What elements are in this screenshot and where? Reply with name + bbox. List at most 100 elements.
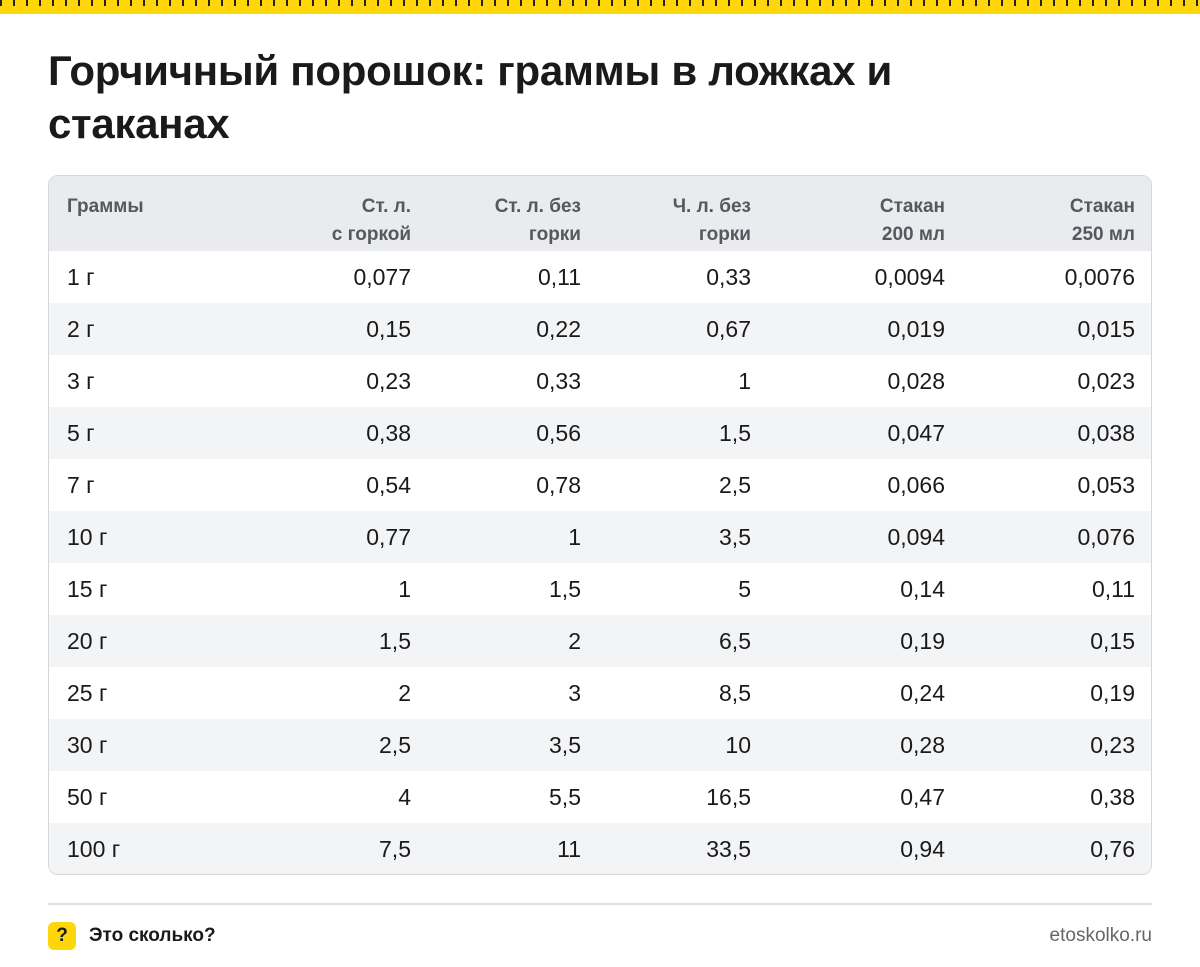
table-row: 15 г 1 1,5 5 0,14 0,11: [49, 563, 1151, 615]
row-grams-cell: 1 г: [67, 263, 95, 290]
table-cell: 0,11: [1091, 575, 1135, 602]
table-cell: 1,5: [719, 419, 751, 446]
table-cell: 0,23: [1090, 731, 1135, 758]
row-grams-cell: 100 г: [67, 835, 121, 862]
table-cell: 0,67: [706, 315, 751, 342]
table-cell: 4: [398, 783, 411, 810]
table-cell: 0,33: [706, 263, 751, 290]
table-cell: 0,47: [900, 783, 945, 810]
table-cell: 16,5: [706, 783, 751, 810]
row-grams-cell: 3 г: [67, 367, 95, 394]
header-tablespoon-heaped: Ст. л. с горкой: [331, 196, 411, 245]
table-row: 30 г 2,5 3,5 10 0,28 0,23: [49, 719, 1151, 771]
table-row: 3 г 0,23 0,33 1 0,028 0,023: [49, 355, 1151, 407]
site-url: etoskolko.ru: [1049, 925, 1152, 946]
table-row: 5 г 0,38 0,56 1,5 0,047 0,038: [49, 407, 1151, 459]
table-cell: 0,0076: [1064, 263, 1135, 290]
table-cell: 0,15: [366, 315, 411, 342]
table-cell: 11: [557, 835, 581, 862]
row-grams-cell: 7 г: [67, 471, 95, 498]
table-cell: 3,5: [719, 523, 751, 550]
table-cell: 0,019: [887, 315, 945, 342]
table-cell: 0,76: [1090, 835, 1135, 862]
table-cell: 0,19: [900, 627, 945, 654]
header-grams: Граммы: [67, 196, 144, 217]
conversion-table-card: Граммы Ст. л. с горкой Ст. л. без горки …: [48, 175, 1152, 875]
page-title: Горчичный порошок: граммы в ложках и ста…: [48, 47, 893, 147]
table-cell: 1: [398, 575, 411, 602]
table-cell: 0,077: [353, 263, 411, 290]
table-row: 20 г 1,5 2 6,5 0,19 0,15: [49, 615, 1151, 667]
table-cell: 0,047: [887, 419, 945, 446]
table-cell: 0,28: [900, 731, 945, 758]
table-body: 1 г 0,077 0,11 0,33 0,0094 0,0076 2 г 0,15 0,22 0…: [49, 251, 1151, 874]
table-cell: 8,5: [719, 679, 751, 706]
table-row: 100 г 7,5 11 33,5 0,94 0,76: [49, 823, 1151, 874]
row-grams-cell: 20 г: [67, 627, 108, 654]
header-glass-200: Стакан 200 мл: [879, 196, 945, 245]
brand: ? Это сколько?: [48, 920, 216, 952]
table-row: 25 г 2 3 8,5 0,24 0,19: [49, 667, 1151, 719]
table-cell: 0,0094: [874, 263, 945, 290]
table-cell: 0,77: [366, 523, 411, 550]
table-row: 50 г 4 5,5 16,5 0,47 0,38: [49, 771, 1151, 823]
header-teaspoon-level: Ч. л. без горки: [672, 196, 751, 245]
table-cell: 0,053: [1077, 471, 1135, 498]
table-cell: 10: [725, 731, 751, 758]
table-cell: 0,076: [1077, 523, 1135, 550]
brand-name: Это сколько?: [89, 925, 216, 946]
table-cell: 1,5: [549, 575, 581, 602]
table-row: 10 г 0,77 1 3,5 0,094 0,076: [49, 511, 1151, 563]
row-grams-cell: 5 г: [67, 419, 95, 446]
table-cell: 0,22: [536, 315, 581, 342]
table-cell: 0,094: [887, 523, 945, 550]
table-cell: 0,78: [536, 471, 581, 498]
table-cell: 0,19: [1090, 679, 1135, 706]
table-cell: 33,5: [706, 835, 751, 862]
table-cell: 0,015: [1077, 315, 1135, 342]
table-cell: 0,11: [537, 263, 581, 290]
table-cell: 2,5: [719, 471, 751, 498]
table-cell: 0,038: [1077, 419, 1135, 446]
table-cell: 0,24: [900, 679, 945, 706]
table-cell: 0,54: [366, 471, 411, 498]
table-row: 1 г 0,077 0,11 0,33 0,0094 0,0076: [49, 251, 1151, 303]
question-mark-icon: ?: [48, 922, 76, 950]
table-cell: 1,5: [379, 627, 411, 654]
conversion-table: Граммы Ст. л. с горкой Ст. л. без горки …: [49, 176, 1151, 874]
header-glass-250: Стакан 250 мл: [1069, 196, 1135, 245]
row-grams-cell: 25 г: [67, 679, 108, 706]
row-grams-cell: 15 г: [67, 575, 108, 602]
table-cell: 6,5: [719, 627, 751, 654]
table-cell: 0,94: [900, 835, 945, 862]
table-cell: 1: [738, 367, 751, 394]
table-cell: 0,38: [366, 419, 411, 446]
table-cell: 0,15: [1090, 627, 1135, 654]
table-cell: 3: [568, 679, 581, 706]
table-row: 7 г 0,54 0,78 2,5 0,066 0,053: [49, 459, 1151, 511]
table-cell: 2,5: [379, 731, 411, 758]
header-tablespoon-level: Ст. л. без горки: [494, 196, 581, 245]
table-cell: 7,5: [379, 835, 411, 862]
table-row: 2 г 0,15 0,22 0,67 0,019 0,015: [49, 303, 1151, 355]
table-cell: 2: [398, 679, 411, 706]
table-cell: 3,5: [549, 731, 581, 758]
row-grams-cell: 2 г: [67, 315, 95, 342]
table-cell: 0,023: [1077, 367, 1135, 394]
table-cell: 5,5: [549, 783, 581, 810]
table-cell: 0,23: [366, 367, 411, 394]
ruler-stripe: [0, 0, 1200, 14]
footer-divider: [48, 903, 1152, 905]
row-grams-cell: 10 г: [67, 523, 108, 550]
table-cell: 0,066: [887, 471, 945, 498]
table-cell: 0,028: [887, 367, 945, 394]
table-cell: 1: [568, 523, 581, 550]
row-grams-cell: 30 г: [67, 731, 108, 758]
table-cell: 0,33: [536, 367, 581, 394]
row-grams-cell: 50 г: [67, 783, 108, 810]
table-cell: 0,56: [536, 419, 581, 446]
table-cell: 2: [568, 627, 581, 654]
table-cell: 0,14: [900, 575, 945, 602]
table-header-row: Граммы Ст. л. с горкой Ст. л. без горки …: [49, 176, 1151, 251]
table-cell: 5: [738, 575, 751, 602]
